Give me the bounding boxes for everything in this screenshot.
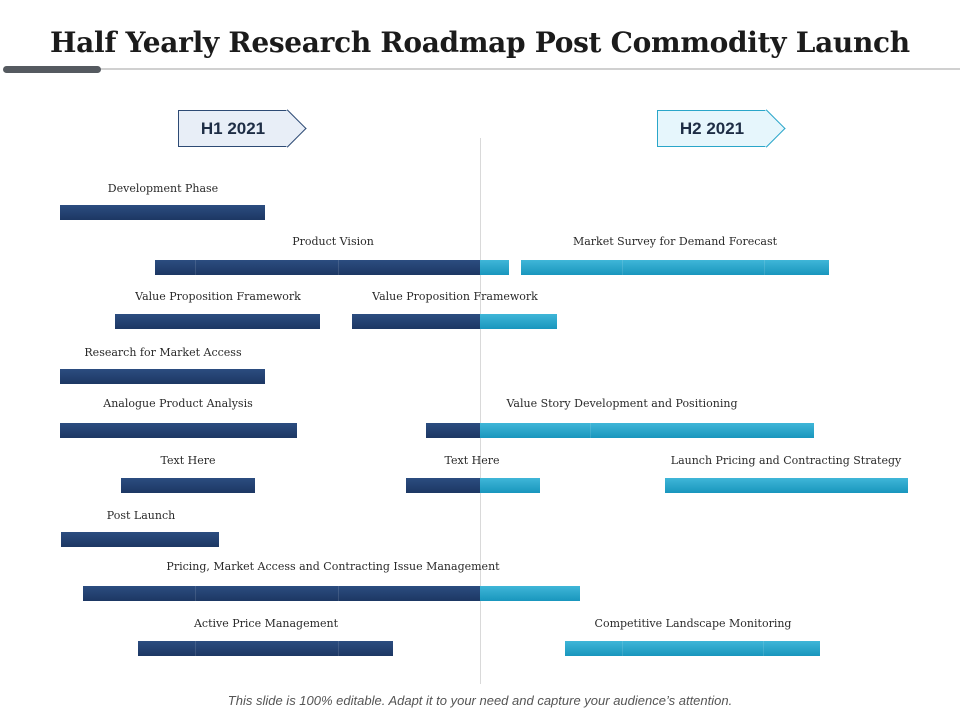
task-label: Value Proposition Framework bbox=[135, 290, 301, 303]
task-bar bbox=[426, 423, 480, 438]
period-h2-label: H2 2021 bbox=[679, 118, 745, 138]
task-label: Market Survey for Demand Forecast bbox=[572, 235, 778, 248]
task-bar bbox=[155, 260, 480, 275]
period-h1-box: H1 2021 bbox=[178, 109, 307, 148]
task-label: Value Story Development and Positioning bbox=[506, 397, 738, 410]
task-bar bbox=[83, 586, 480, 601]
task-bar bbox=[480, 260, 509, 275]
footer-note: This slide is 100% editable. Adapt it to… bbox=[227, 693, 733, 708]
task-label: Active Price Management bbox=[193, 617, 339, 630]
task-bar bbox=[406, 478, 480, 493]
period-h2-box: H2 2021 bbox=[657, 109, 786, 148]
task-bar bbox=[60, 423, 297, 438]
half-divider bbox=[480, 138, 481, 684]
task-label: Competitive Landscape Monitoring bbox=[594, 617, 792, 630]
period-h1-label: H1 2021 bbox=[200, 118, 266, 138]
task-bar bbox=[480, 423, 814, 438]
task-bar bbox=[60, 369, 265, 384]
task-bar bbox=[480, 314, 557, 329]
slide-title: Half Yearly Research Roadmap Post Commod… bbox=[50, 26, 910, 59]
task-bar bbox=[521, 260, 829, 275]
task-label: Post Launch bbox=[106, 509, 176, 522]
task-label: Analogue Product Analysis bbox=[103, 397, 253, 410]
task-label: Launch Pricing and Contracting Strategy bbox=[670, 454, 902, 467]
task-label: Research for Market Access bbox=[84, 346, 242, 359]
title-rule-accent bbox=[3, 66, 101, 73]
task-bar bbox=[565, 641, 820, 656]
task-label: Product Vision bbox=[292, 235, 374, 248]
task-bar bbox=[480, 478, 540, 493]
task-label: Pricing, Market Access and Contracting I… bbox=[166, 560, 500, 573]
task-bar bbox=[121, 478, 255, 493]
task-bar bbox=[60, 205, 265, 220]
task-label: Text Here bbox=[160, 454, 216, 467]
task-label: Text Here bbox=[444, 454, 500, 467]
task-bar bbox=[115, 314, 320, 329]
task-bar bbox=[480, 586, 580, 601]
title-rule bbox=[100, 68, 960, 70]
task-bar bbox=[352, 314, 480, 329]
task-label: Development Phase bbox=[107, 182, 219, 195]
task-label: Value Proposition Framework bbox=[372, 290, 538, 303]
task-bar bbox=[61, 532, 219, 547]
task-bar bbox=[138, 641, 393, 656]
task-bar bbox=[665, 478, 908, 493]
